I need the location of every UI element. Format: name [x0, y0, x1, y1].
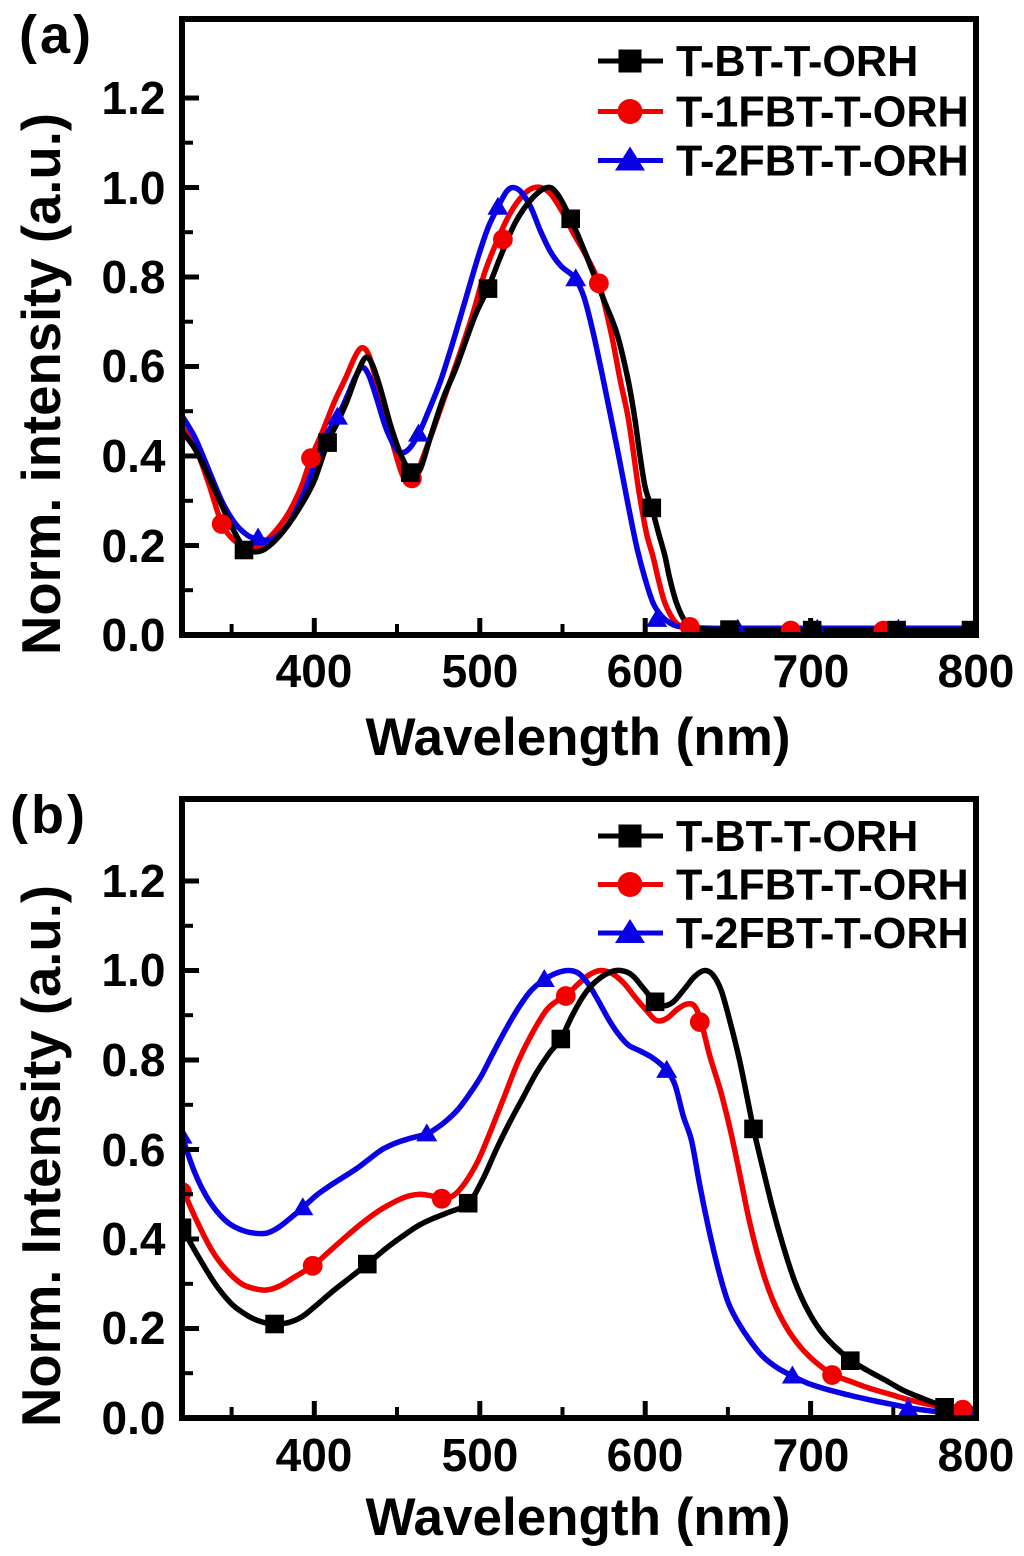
- svg-text:0.2: 0.2: [102, 1302, 166, 1354]
- svg-text:0.0: 0.0: [102, 1392, 166, 1444]
- svg-text:400: 400: [276, 1429, 353, 1481]
- svg-text:0.4: 0.4: [102, 430, 166, 482]
- svg-text:600: 600: [607, 645, 684, 697]
- svg-text:700: 700: [773, 645, 850, 697]
- svg-text:(a): (a): [19, 5, 94, 65]
- svg-text:400: 400: [276, 645, 353, 697]
- svg-text:1.0: 1.0: [102, 162, 166, 214]
- svg-text:Norm. Intensity (a.u.): Norm. Intensity (a.u.): [11, 885, 72, 1427]
- svg-text:800: 800: [938, 645, 1015, 697]
- svg-text:1.0: 1.0: [102, 944, 166, 996]
- svg-text:Wavelength (nm): Wavelength (nm): [366, 1488, 791, 1547]
- svg-text:500: 500: [442, 1429, 519, 1481]
- svg-text:1.2: 1.2: [102, 855, 166, 907]
- svg-text:0.6: 0.6: [102, 340, 166, 392]
- svg-text:T-BT-T-ORH: T-BT-T-ORH: [676, 813, 918, 861]
- svg-text:T-2FBT-T-ORH: T-2FBT-T-ORH: [676, 910, 969, 958]
- svg-text:(b): (b): [10, 785, 88, 845]
- svg-text:700: 700: [773, 1429, 850, 1481]
- svg-text:T-2FBT-T-ORH: T-2FBT-T-ORH: [676, 138, 969, 186]
- svg-text:1.2: 1.2: [102, 72, 166, 124]
- svg-text:500: 500: [442, 645, 519, 697]
- svg-text:0.6: 0.6: [102, 1124, 166, 1176]
- svg-text:T-1FBT-T-ORH: T-1FBT-T-ORH: [676, 89, 969, 137]
- svg-text:T-BT-T-ORH: T-BT-T-ORH: [676, 38, 918, 86]
- svg-text:600: 600: [607, 1429, 684, 1481]
- svg-text:0.0: 0.0: [102, 609, 166, 661]
- svg-text:0.2: 0.2: [102, 520, 166, 572]
- svg-text:0.8: 0.8: [102, 251, 166, 303]
- svg-text:T-1FBT-T-ORH: T-1FBT-T-ORH: [676, 862, 969, 910]
- svg-text:800: 800: [938, 1429, 1015, 1481]
- svg-text:Norm. intensity (a.u.): Norm. intensity (a.u.): [11, 113, 72, 655]
- svg-text:0.4: 0.4: [102, 1213, 166, 1265]
- svg-text:0.8: 0.8: [102, 1034, 166, 1086]
- svg-text:Wavelength (nm): Wavelength (nm): [366, 708, 791, 767]
